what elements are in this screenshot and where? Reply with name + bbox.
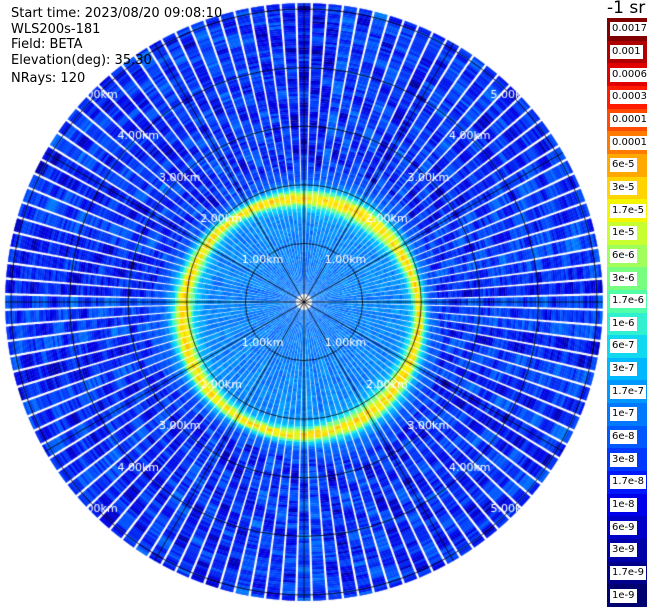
colorbar-tick-label: 3e-9 bbox=[610, 543, 637, 558]
colorbar-tick-label: 6e-5 bbox=[610, 158, 637, 173]
colorbar-tick-label: 1e-5 bbox=[610, 226, 637, 241]
colorbar-tick-label: 1.7e-5 bbox=[610, 203, 647, 218]
colorbar-tick-label: 1e-9 bbox=[610, 588, 637, 603]
colorbar-tick-label: 6e-6 bbox=[610, 248, 637, 263]
field-label: Field: BETA bbox=[11, 37, 83, 52]
system-label: WLS200s-181 bbox=[11, 22, 101, 37]
colorbar-tick-label: 0.0006 bbox=[610, 67, 647, 82]
colorbar-tick-label: 6e-7 bbox=[610, 339, 637, 354]
colorbar-tick-label: 1.7e-6 bbox=[610, 294, 647, 309]
colorbar-tick-label: 1e-7 bbox=[610, 407, 637, 422]
colorbar-tick-label: 3e-5 bbox=[610, 180, 637, 195]
colorbar-tick-label: 0.0001 bbox=[610, 135, 647, 150]
colorbar-tick-label: 1.7e-9 bbox=[610, 566, 647, 581]
colorbar: 0.0017 0.001 0.0006 0.0003 0.00017 0.0001 6e-5… bbox=[607, 18, 647, 607]
elevation-label: Elevation(deg): 35.30 bbox=[11, 53, 152, 68]
colorbar-tick-label: 0.001 bbox=[610, 44, 643, 59]
colorbar-tick-label: 0.0003 bbox=[610, 90, 647, 105]
colorbar-tick-label: 1.7e-8 bbox=[610, 475, 647, 490]
colorbar-tick-label: 1.7e-7 bbox=[610, 384, 647, 399]
colorbar-tick-label: 3e-7 bbox=[610, 362, 637, 377]
colorbar-units-label: -1 sr bbox=[607, 0, 646, 18]
colorbar-tick-label: 1e-6 bbox=[610, 316, 637, 331]
colorbar-tick-label: 0.0017 bbox=[610, 22, 647, 37]
colorbar-tick-label: 6e-9 bbox=[610, 520, 637, 535]
colorbar-tick-label: 3e-6 bbox=[610, 271, 637, 286]
colorbar-tick-label: 0.00017 bbox=[610, 112, 647, 127]
colorbar-tick-label: 1e-8 bbox=[610, 498, 637, 513]
start-time-label: Start time: 2023/08/20 09:08:10 bbox=[11, 6, 223, 21]
colorbar-tick-label: 3e-8 bbox=[610, 452, 637, 467]
nrays-label: NRays: 120 bbox=[11, 71, 86, 86]
colorbar-tick-label: 6e-8 bbox=[610, 430, 637, 445]
